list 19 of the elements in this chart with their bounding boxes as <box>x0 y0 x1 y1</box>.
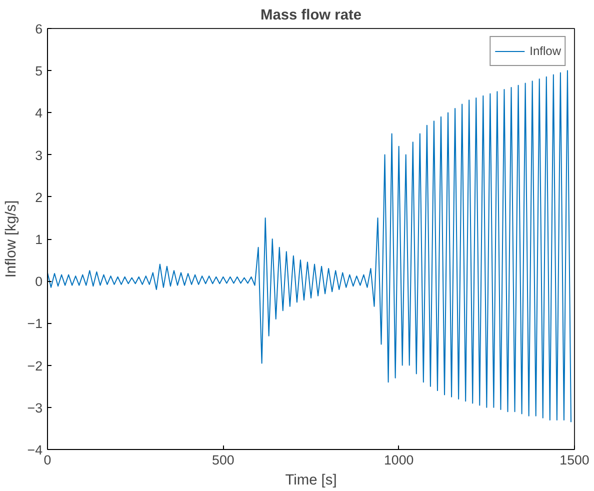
y-tick-label: −1 <box>27 316 43 332</box>
y-tick-label: 2 <box>35 190 43 205</box>
y-tick-label: 0 <box>35 274 43 290</box>
y-tick-label: 3 <box>35 148 43 163</box>
y-axis-title: Inflow [kg/s] <box>3 200 20 278</box>
y-tick-label: 4 <box>35 106 44 121</box>
y-tick-label: 6 <box>35 22 43 36</box>
x-tick-label: 500 <box>212 452 234 468</box>
x-tick-label: 1500 <box>560 452 590 468</box>
x-axis-title: Time [s] <box>285 472 337 488</box>
x-tick-label: 1000 <box>384 452 414 468</box>
y-tick-label: 1 <box>35 232 43 247</box>
chart-title: Mass flow rate <box>260 8 362 24</box>
legend-label: Inflow <box>530 44 561 58</box>
y-tick-label: −3 <box>27 400 43 416</box>
y-tick-label: 5 <box>35 64 43 79</box>
y-tick-label: −4 <box>27 442 44 458</box>
y-tick-label: −2 <box>27 358 43 374</box>
line-series <box>48 70 572 423</box>
